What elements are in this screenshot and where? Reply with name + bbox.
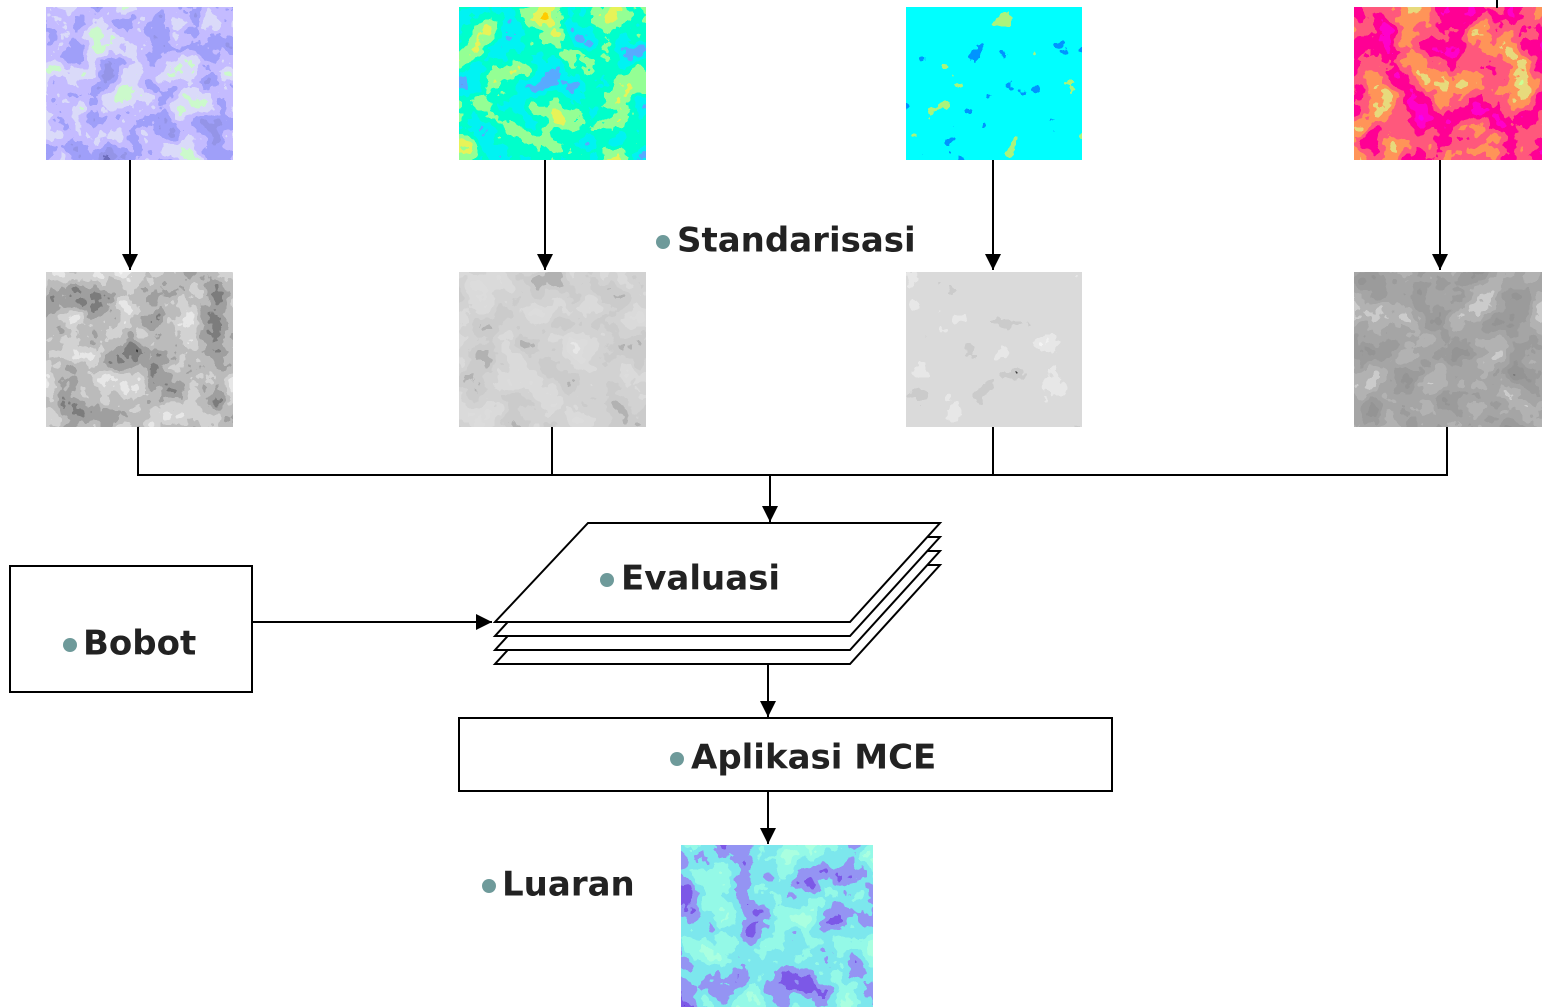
raster-map xyxy=(681,845,873,1007)
raster-map xyxy=(459,7,646,160)
raster-map xyxy=(906,7,1082,160)
bullet xyxy=(656,235,670,249)
raster-map xyxy=(46,272,233,427)
raster-map xyxy=(906,272,1082,427)
label: Aplikasi MCE xyxy=(691,738,936,778)
bullet xyxy=(670,752,684,766)
raster-map xyxy=(46,7,233,160)
bullet xyxy=(600,573,614,587)
raster-images xyxy=(46,7,1542,1007)
label: Bobot xyxy=(83,624,196,664)
bullet xyxy=(482,879,496,893)
label: Luaran xyxy=(502,865,635,905)
bullet xyxy=(63,638,77,652)
raster-map xyxy=(1354,7,1542,160)
raster-map xyxy=(459,272,646,427)
raster-map xyxy=(1354,272,1542,427)
label: Standarisasi xyxy=(677,221,916,261)
merge-line xyxy=(138,427,1447,475)
label: Evaluasi xyxy=(621,559,780,599)
page: Standarisasi Evaluasi Bobot Aplikasi MCE… xyxy=(0,0,1542,1007)
diagram: Standarisasi Evaluasi Bobot Aplikasi MCE… xyxy=(0,0,1542,1007)
